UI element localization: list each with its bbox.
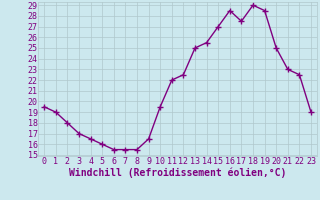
X-axis label: Windchill (Refroidissement éolien,°C): Windchill (Refroidissement éolien,°C) xyxy=(69,167,286,178)
